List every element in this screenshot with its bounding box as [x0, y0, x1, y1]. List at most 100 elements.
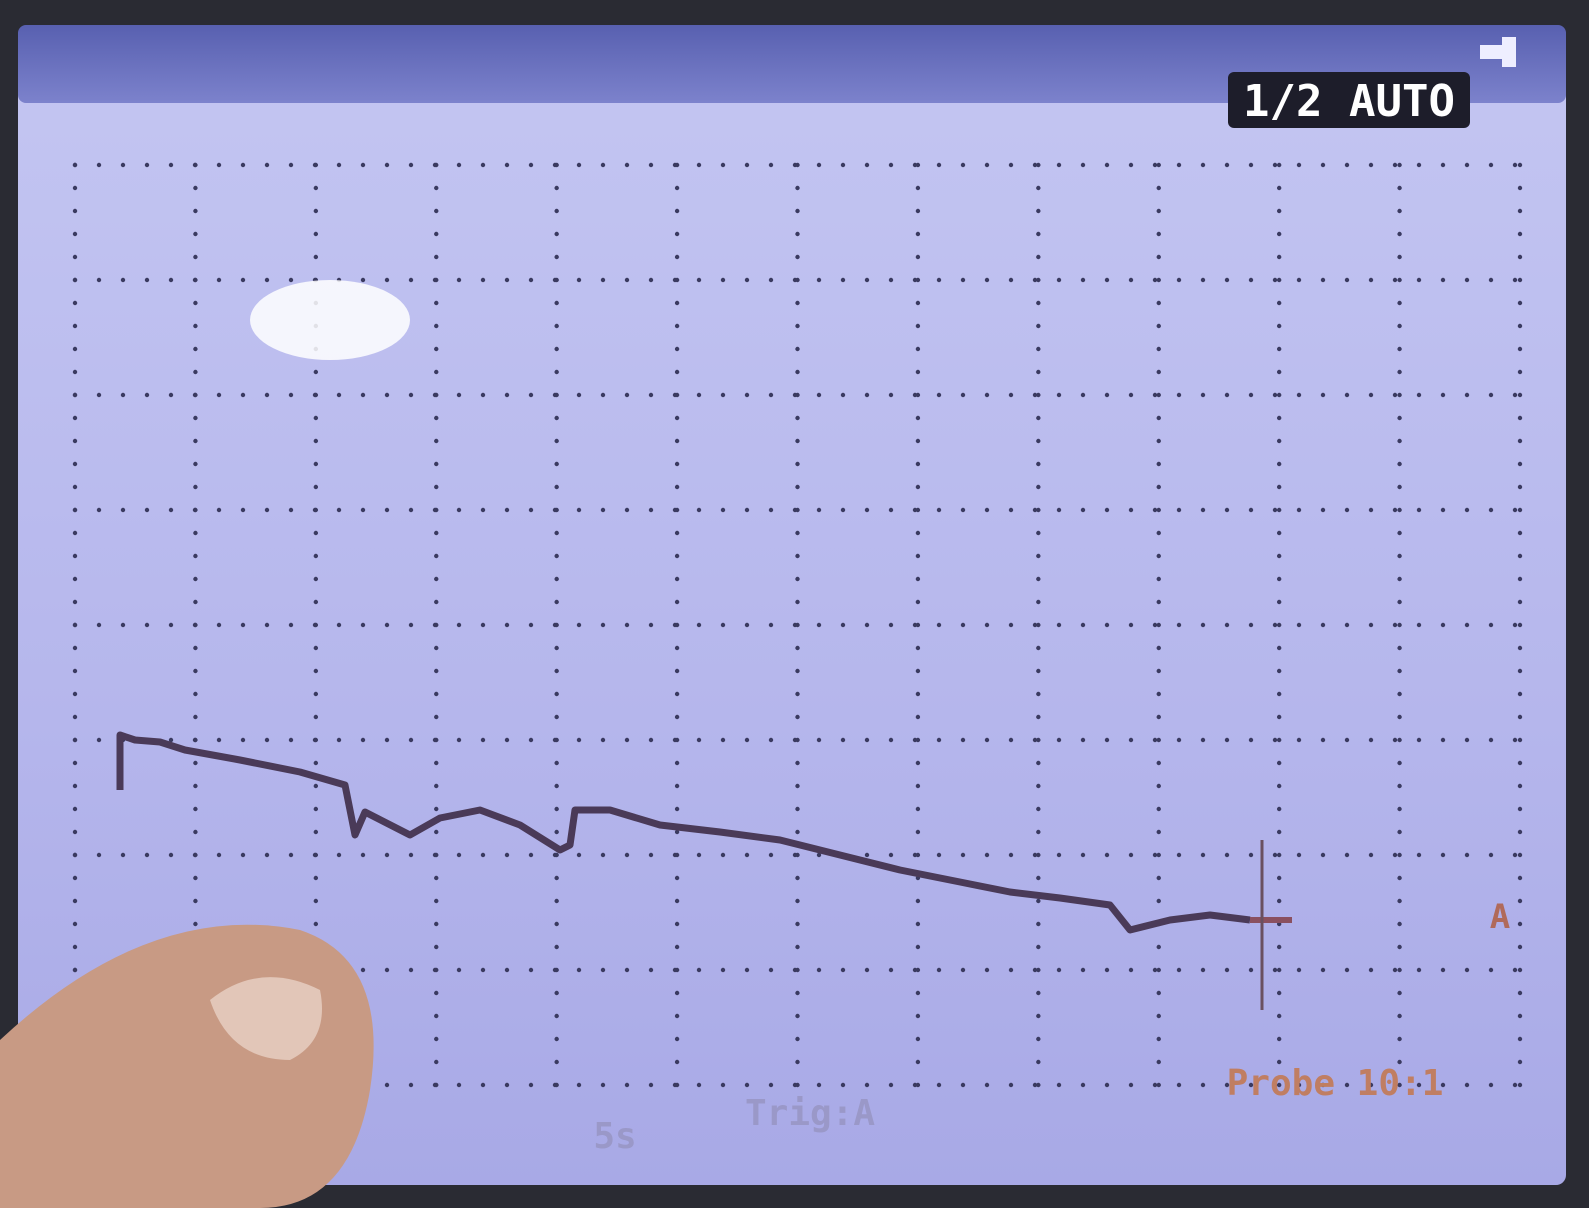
grid-dot	[674, 369, 680, 375]
grid-dot	[528, 852, 534, 858]
grid-dot	[313, 691, 319, 697]
grid-dot	[768, 162, 774, 168]
grid-dot	[1152, 737, 1158, 743]
grid-dot	[1156, 806, 1161, 812]
grid-dot	[193, 461, 198, 467]
grid-dot	[912, 1082, 918, 1088]
grid-dot	[193, 369, 198, 375]
grid-dot	[408, 1082, 414, 1088]
grid-dot	[1056, 162, 1062, 168]
grid-dot	[816, 622, 822, 628]
grid-dot	[432, 1082, 438, 1088]
grid-dot	[1517, 875, 1523, 881]
grid-dot	[674, 990, 680, 996]
grid-dot	[1276, 1036, 1282, 1042]
grid-dot	[1156, 668, 1161, 674]
grid-dot	[72, 806, 78, 812]
grid-dot	[912, 852, 918, 858]
grid-dot	[1276, 231, 1282, 237]
grid-dot	[120, 852, 126, 858]
grid-dot	[1296, 967, 1302, 973]
grid-dot	[1517, 622, 1523, 628]
grid-dot	[336, 507, 342, 513]
grid-dot	[1416, 967, 1422, 973]
grid-dot	[1517, 392, 1523, 398]
grid-dot	[648, 622, 654, 628]
grid-dot	[672, 507, 678, 513]
grid-dot	[336, 392, 342, 398]
grid-dot	[480, 622, 486, 628]
grid-dot	[312, 507, 318, 513]
grid-dot	[1517, 990, 1523, 996]
grid-dot	[1276, 737, 1282, 743]
grid-dot	[1416, 622, 1422, 628]
grid-dot	[795, 553, 800, 559]
grid-dot	[674, 300, 680, 306]
grid-dot	[600, 277, 606, 283]
grid-dot	[576, 967, 582, 973]
grid-dot	[384, 392, 390, 398]
grid-dot	[1276, 1013, 1282, 1019]
grid-dot	[1320, 737, 1326, 743]
grid-dot	[674, 760, 680, 766]
grid-dot	[360, 622, 366, 628]
grid-dot	[1488, 507, 1494, 513]
grid-dot	[1036, 162, 1041, 168]
grid-dot	[216, 737, 222, 743]
grid-dot	[1156, 714, 1161, 720]
grid-dot	[1156, 415, 1161, 421]
grid-dot	[1080, 162, 1086, 168]
grid-dot	[1008, 1082, 1014, 1088]
grid-dot	[72, 461, 78, 467]
grid-dot	[1464, 622, 1470, 628]
grid-dot	[1080, 737, 1086, 743]
grid-dot	[1276, 990, 1282, 996]
grid-dot	[840, 1082, 846, 1088]
grid-dot	[1276, 967, 1282, 973]
grid-dot	[1248, 737, 1254, 743]
grid-dot	[193, 921, 198, 927]
grid-dot	[1080, 507, 1086, 513]
grid-dot	[888, 162, 894, 168]
grid-dot	[674, 714, 680, 720]
grid-dot	[674, 530, 680, 536]
grid-dot	[576, 852, 582, 858]
grid-dot	[1128, 507, 1134, 513]
grid-dot	[1156, 438, 1161, 444]
grid-dot	[554, 714, 559, 720]
grid-dot	[624, 277, 630, 283]
grid-dot	[384, 852, 390, 858]
grid-dot	[434, 806, 439, 812]
grid-dot	[1036, 691, 1041, 697]
grid-dot	[1512, 852, 1518, 858]
grid-dot	[576, 507, 582, 513]
grid-dot	[554, 599, 559, 605]
grid-dot	[1397, 1013, 1402, 1019]
grid-dot	[600, 392, 606, 398]
grid-dot	[554, 208, 559, 214]
grid-dot	[1224, 737, 1230, 743]
grid-dot	[240, 277, 246, 283]
grid-dot	[795, 300, 800, 306]
grid-dot	[336, 162, 342, 168]
grid-dot	[624, 967, 630, 973]
grid-dot	[744, 1082, 750, 1088]
grid-dot	[696, 622, 702, 628]
grid-dot	[1344, 392, 1350, 398]
grid-dot	[1517, 944, 1523, 950]
grid-dot	[1200, 162, 1206, 168]
grid-dot	[600, 507, 606, 513]
grid-dot	[1056, 967, 1062, 973]
grid-dot	[744, 162, 750, 168]
grid-dot	[1008, 967, 1014, 973]
grid-dot	[434, 691, 439, 697]
grid-dot	[1152, 277, 1158, 283]
grid-dot	[1156, 1059, 1161, 1065]
grid-dot	[960, 507, 966, 513]
grid-dot	[912, 277, 918, 283]
grid-dot	[72, 691, 78, 697]
grid-dot	[408, 967, 414, 973]
grid-dot	[795, 944, 800, 950]
grid-dot	[792, 622, 798, 628]
grid-dot	[1397, 898, 1402, 904]
